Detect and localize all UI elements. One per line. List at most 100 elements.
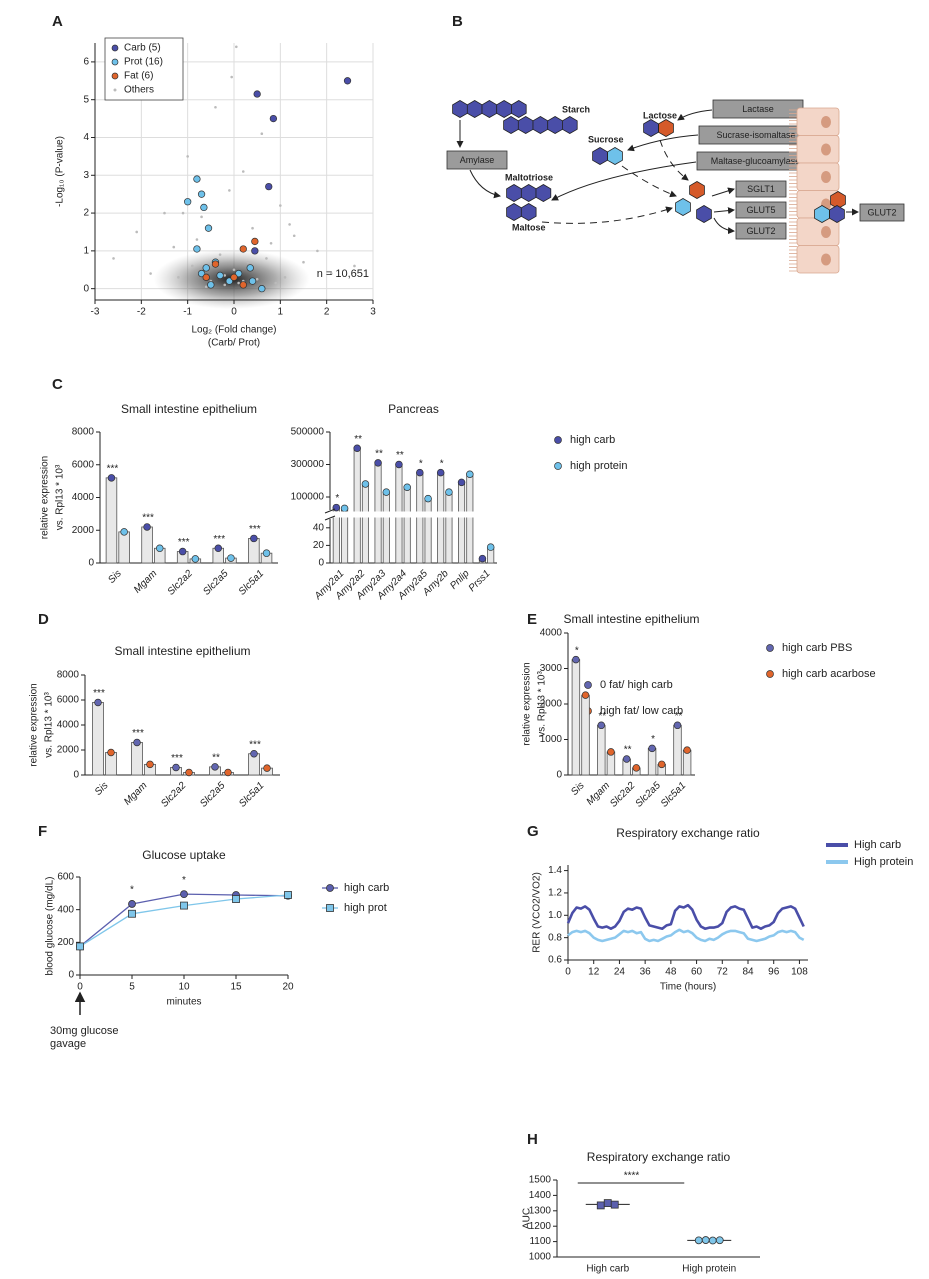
point (76, 942, 84, 951)
significance: * (651, 734, 655, 745)
point (251, 226, 254, 230)
legend-marker (111, 72, 119, 80)
point (197, 269, 206, 278)
mean-dot (607, 748, 615, 756)
x-tick-label: 12 (588, 967, 600, 978)
arrow (677, 109, 713, 121)
point (302, 260, 305, 264)
mean-dot (683, 746, 691, 754)
point (135, 230, 138, 234)
x-tick-label: 5 (129, 982, 135, 993)
x-tick-label: 0 (77, 982, 83, 993)
y-tick-label: 1.2 (548, 888, 562, 899)
point (202, 273, 210, 281)
legend-label: Carb (5) (124, 43, 161, 54)
axis-break (324, 511, 499, 518)
y-axis-label: -Log₁₀ (P-value) (55, 136, 66, 207)
x-tick-label: Slc5a1 (237, 780, 266, 809)
point (202, 264, 210, 272)
point (239, 245, 247, 253)
series-line (566, 903, 805, 930)
legend-label: high prot (344, 902, 387, 914)
nucleus (821, 226, 831, 238)
arrow (551, 161, 697, 201)
significance: *** (249, 524, 261, 535)
box-label: Sucrase-isomaltase (716, 130, 795, 140)
point (234, 269, 243, 278)
mean-dot (403, 483, 411, 492)
x-tick-label: High protein (682, 1264, 736, 1275)
box-label: Amylase (460, 155, 495, 165)
y-tick-label: 1200 (529, 1221, 552, 1232)
y-tick-label: 0.8 (548, 932, 562, 943)
chart-title: Respiratory exchange ratio (587, 1150, 731, 1164)
mean-dot (155, 544, 164, 553)
panel-label: A (52, 13, 63, 30)
mean-dot (353, 444, 361, 453)
point (274, 281, 278, 285)
mean-dot (424, 494, 432, 503)
legend-marker (111, 58, 119, 66)
significance: ** (212, 753, 220, 764)
significance: * (130, 885, 134, 896)
bar (92, 702, 104, 776)
nucleus (821, 116, 831, 128)
x-tick-label: Slc2a5 (201, 568, 231, 598)
y-tick-label: 0 (318, 558, 324, 569)
hexagon (520, 203, 537, 221)
point (214, 105, 217, 109)
point (225, 277, 234, 285)
y-axis-label: blood glucose (mg/dL) (45, 877, 56, 976)
y-tick-label: 300000 (291, 459, 325, 470)
y-tick-label: 4000 (540, 628, 563, 639)
x-tick-label: -2 (137, 307, 146, 318)
point (230, 273, 238, 281)
arrow (659, 139, 689, 181)
point (235, 45, 238, 49)
x-tick-label: 108 (791, 967, 808, 978)
x-tick-label: 48 (665, 967, 677, 978)
x-tick-label: Slc2a2 (159, 780, 189, 810)
bar (571, 659, 581, 776)
bar (416, 472, 424, 564)
hexagon (535, 184, 552, 202)
y-tick-label: 1000 (529, 1252, 552, 1263)
y-tick-label: 6000 (57, 695, 80, 706)
mean-dot (94, 698, 102, 707)
cell (796, 135, 840, 164)
point (596, 1201, 605, 1210)
bar (118, 531, 130, 564)
mean-dot (227, 554, 235, 562)
legend-marker (111, 44, 119, 52)
x-tick-label: 2 (324, 307, 330, 318)
mean-dot (416, 468, 424, 477)
note: gavage (50, 1038, 86, 1050)
box-label: Maltase-glucoamylase (711, 156, 801, 166)
significance: * (575, 645, 579, 656)
point (204, 285, 208, 289)
y-tick-label: 20 (313, 540, 325, 551)
point (180, 890, 188, 899)
hexagon (675, 198, 691, 216)
y-tick-label: 0 (556, 770, 562, 781)
x-tick-label: Slc5a1 (659, 780, 688, 809)
x-tick-label: Slc5a1 (237, 568, 266, 597)
x-tick-label: 84 (742, 967, 754, 978)
y-tick-label: 1000 (540, 734, 563, 745)
chart-title: Small intestine epithelium (563, 612, 699, 626)
y-tick-label: 1300 (529, 1205, 552, 1216)
y-tick-label: 0 (83, 283, 89, 294)
mean-dot (120, 528, 128, 536)
y-tick-label: 2000 (540, 699, 563, 710)
point (253, 90, 261, 98)
mean-dot (178, 547, 187, 556)
mean-dot (211, 763, 219, 771)
hexagon (547, 116, 563, 134)
legend-label: Prot (16) (124, 57, 163, 68)
y-tick-label: 1 (83, 246, 89, 257)
y-tick-label: 100000 (291, 492, 325, 503)
point (343, 77, 352, 85)
arrow (541, 206, 673, 224)
x-tick-label: 60 (691, 967, 703, 978)
